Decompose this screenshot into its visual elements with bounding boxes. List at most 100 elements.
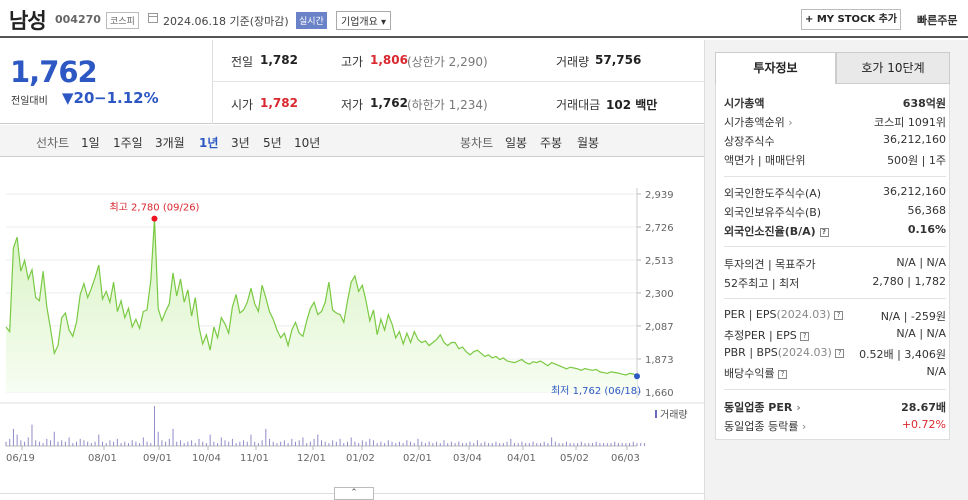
max-annotation: 최고 2,780 (09/26) [109, 202, 199, 214]
prev-close-value: 1,782 [260, 53, 298, 67]
stock-code: 004270 [55, 13, 101, 26]
industry-change-row: 동일업종 등락률 › +0.72% [724, 418, 946, 433]
foreign-ratio-row: 외국인소진율(B/A) ? 0.16% [724, 223, 946, 238]
down-arrow-icon: ▼ [62, 89, 74, 107]
y-tick-label: 2,300 [645, 289, 674, 300]
volume-legend: 거래량 [660, 409, 688, 421]
upper-limit: (상한가 2,290) [407, 55, 488, 69]
change-percent: −1.12% [94, 89, 159, 107]
x-tick-label: 04/01 [507, 453, 536, 464]
quote-date: 2024.06.18 기준(장마감) [163, 15, 289, 28]
lower-limit: (하한가 1,234) [407, 98, 488, 112]
price-chart[interactable]: 2,939 2,726 2,513 2,300 2,087 1,873 1,660 최고 2,… [0, 158, 704, 500]
opinion-row: 투자의견 | 목표주가 N/A | N/A [724, 256, 946, 271]
add-mystock-button[interactable]: + MY STOCK 추가 [801, 9, 901, 30]
investment-info-body: 시가총액 638억원 시가총액순위 › 코스피 1091위 상장주식수 36,212,… [715, 84, 950, 440]
tab-order-book[interactable]: 호가 10단계 [836, 52, 950, 84]
tab-investment-info[interactable]: 투자정보 [715, 52, 836, 84]
high-value: 1,806 [370, 53, 408, 67]
y-tick-label: 2,087 [645, 322, 674, 333]
x-tick-label: 01/02 [346, 453, 375, 464]
chevron-right-icon: › [788, 116, 793, 129]
tab-3month[interactable]: 3개월 [155, 136, 185, 150]
candle-chart-label: 봉차트 [460, 136, 494, 150]
chevron-right-icon: › [801, 420, 807, 433]
chart-period-tabs: 선차트 1일 1주일 3개월 1년 3년 5년 10년 봉차트 일봉 주봉 월봉 [0, 125, 704, 157]
help-icon[interactable]: ? [778, 369, 788, 379]
shares-row: 상장주식수 36,212,160 [724, 133, 946, 148]
volume-legend-swatch [655, 410, 657, 418]
amount-value: 102 백만 [606, 98, 658, 112]
stock-name: 남성 [9, 9, 47, 33]
low-label: 저가 [341, 98, 364, 112]
tab-1year[interactable]: 1년 [199, 136, 219, 150]
x-tick-label: 09/01 [143, 453, 172, 464]
price-chart-svg: 2,939 2,726 2,513 2,300 2,087 1,873 1,660 최고 2,… [0, 188, 704, 464]
par-row: 액면가 | 매매단위 500원 | 1주 [724, 154, 946, 167]
tab-monthly-candle[interactable]: 월봉 [577, 136, 600, 150]
tab-daily-candle[interactable]: 일봉 [505, 136, 528, 150]
tab-1week[interactable]: 1주일 [113, 136, 143, 150]
divider [724, 246, 946, 247]
foreign-limit-row: 외국인한도주식수(A) 36,212,160 [724, 185, 946, 200]
divider [724, 176, 946, 177]
dividend-row: 배당수익률 ? N/A [724, 365, 946, 380]
y-tick-label: 2,939 [645, 190, 674, 201]
market-cap-row: 시가총액 638억원 [724, 97, 946, 110]
line-chart-label: 선차트 [36, 136, 70, 150]
pbr-row: PBR | BPS(2024.03) ? 0.52배 | 3,406원 [724, 346, 946, 361]
x-tick-label: 02/01 [403, 453, 432, 464]
divider [212, 81, 704, 82]
x-tick-label: 05/02 [560, 453, 589, 464]
52week-row: 52주최고 | 최저 2,780 | 1,782 [724, 275, 946, 290]
chevron-right-icon: › [796, 401, 801, 414]
y-tick-label: 2,513 [645, 256, 674, 267]
tab-10year[interactable]: 10년 [294, 136, 321, 150]
help-icon[interactable]: ? [800, 331, 810, 341]
per-row: PER | EPS(2024.03) ? N/A | -259원 [724, 308, 946, 323]
market-badge: 코스피 [106, 12, 139, 29]
y-tick-label: 1,873 [645, 355, 674, 366]
x-tick-label: 10/04 [192, 453, 221, 464]
x-tick-label: 12/01 [297, 453, 326, 464]
price-line [5, 218, 638, 377]
x-tick-label: 06/19 [6, 453, 35, 464]
prev-close-label: 전일 [231, 55, 254, 69]
tab-1day[interactable]: 1일 [81, 136, 100, 150]
est-per-row: 추정PER | EPS ? N/A | N/A [724, 327, 946, 342]
high-label: 고가 [341, 55, 364, 69]
foreign-hold-row: 외국인보유주식수(B) 56,368 [724, 204, 946, 219]
x-tick-label: 03/04 [453, 453, 482, 464]
volume-value: 57,756 [595, 53, 642, 67]
volume-label: 거래량 [556, 55, 590, 69]
corp-info-dropdown[interactable]: 기업개요 ▾ [336, 11, 391, 30]
tab-5year[interactable]: 5년 [263, 136, 282, 150]
tab-3year[interactable]: 3년 [231, 136, 250, 150]
investment-info-panel: 투자정보 호가 10단계 시가총액 638억원 시가총액순위 › 코스피 1091위… [704, 40, 968, 500]
help-icon[interactable]: ? [834, 310, 844, 320]
industry-per-row: 동일업종 PER › 28.67배 [724, 401, 946, 414]
low-value: 1,762 [370, 96, 408, 110]
collapse-chart-button[interactable]: ⌃ [334, 487, 374, 500]
min-point [634, 373, 640, 380]
change-value: ▼20 [62, 89, 95, 107]
y-tick-label: 1,660 [645, 388, 674, 399]
price-area [6, 218, 637, 392]
divider [212, 40, 213, 124]
change-label: 전일대비 [11, 96, 48, 107]
min-annotation: 최저 1,762 (06/18) [551, 385, 641, 397]
tab-weekly-candle[interactable]: 주봉 [540, 136, 563, 150]
help-icon[interactable]: ? [819, 227, 829, 237]
open-label: 시가 [231, 98, 254, 112]
y-tick-label: 2,726 [645, 223, 674, 234]
quote-summary: 1,762 전일대비 ▼20 −1.12% 전일 1,782 고가 1,806 … [0, 40, 704, 124]
amount-label: 거래대금 [556, 98, 601, 112]
max-point [151, 215, 158, 222]
current-price: 1,762 [10, 55, 98, 89]
quick-order-link[interactable]: 빠른주문 [917, 14, 958, 27]
help-icon[interactable]: ? [835, 348, 845, 358]
open-value: 1,782 [260, 96, 298, 110]
live-badge[interactable]: 실시간 [296, 12, 327, 29]
divider [724, 389, 946, 390]
cap-rank-row: 시가총액순위 › 코스피 1091위 [724, 116, 946, 129]
